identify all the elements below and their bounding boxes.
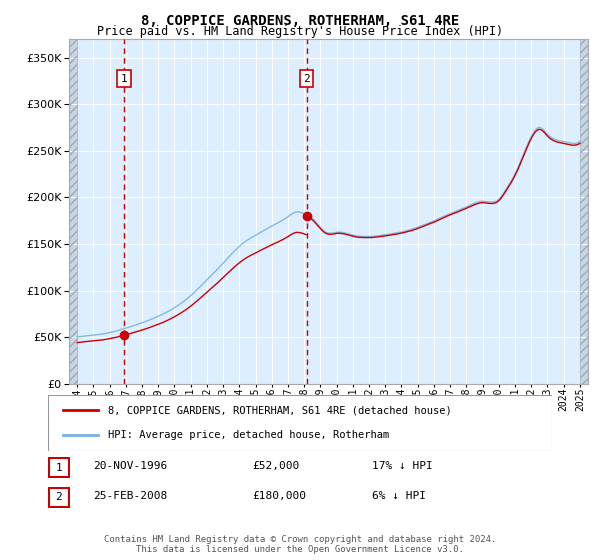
Bar <box>69 39 77 384</box>
Text: 8, COPPICE GARDENS, ROTHERHAM, S61 4RE: 8, COPPICE GARDENS, ROTHERHAM, S61 4RE <box>141 14 459 28</box>
Text: 1: 1 <box>55 463 62 473</box>
Bar <box>580 39 588 384</box>
Text: £52,000: £52,000 <box>252 461 299 471</box>
Text: 2: 2 <box>55 492 62 502</box>
Bar <box>69 39 77 384</box>
Bar <box>580 39 588 384</box>
Text: Contains HM Land Registry data © Crown copyright and database right 2024.
This d: Contains HM Land Registry data © Crown c… <box>104 535 496 554</box>
FancyBboxPatch shape <box>49 488 68 507</box>
Text: £180,000: £180,000 <box>252 491 306 501</box>
Text: 6% ↓ HPI: 6% ↓ HPI <box>372 491 426 501</box>
Text: Price paid vs. HM Land Registry's House Price Index (HPI): Price paid vs. HM Land Registry's House … <box>97 25 503 38</box>
Text: 17% ↓ HPI: 17% ↓ HPI <box>372 461 433 471</box>
Text: 8, COPPICE GARDENS, ROTHERHAM, S61 4RE (detached house): 8, COPPICE GARDENS, ROTHERHAM, S61 4RE (… <box>109 405 452 416</box>
Text: 1: 1 <box>121 74 127 84</box>
Text: 2: 2 <box>303 74 310 84</box>
Text: HPI: Average price, detached house, Rotherham: HPI: Average price, detached house, Roth… <box>109 430 390 440</box>
FancyBboxPatch shape <box>49 458 68 477</box>
Text: 25-FEB-2008: 25-FEB-2008 <box>93 491 167 501</box>
Text: 20-NOV-1996: 20-NOV-1996 <box>93 461 167 471</box>
FancyBboxPatch shape <box>48 395 552 451</box>
